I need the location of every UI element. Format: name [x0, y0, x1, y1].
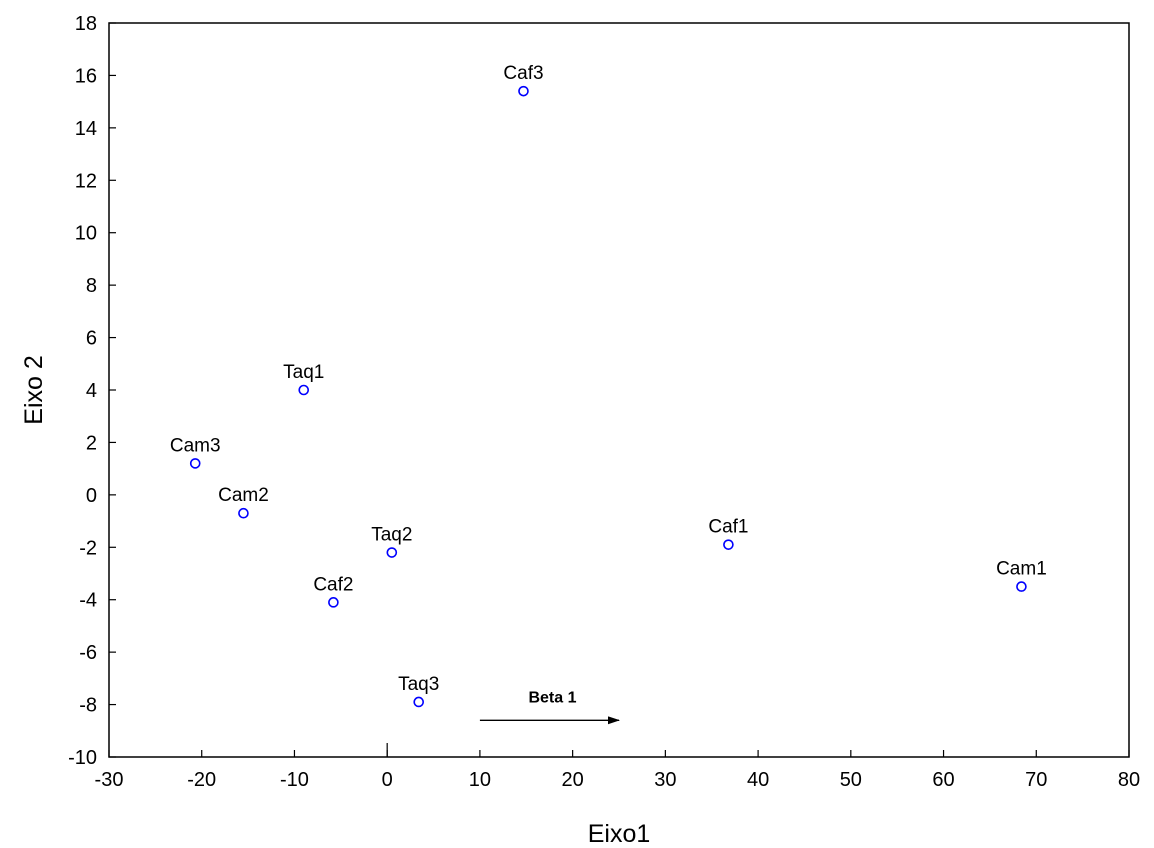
data-point-label: Cam2 — [218, 485, 269, 506]
data-point-marker — [723, 539, 734, 550]
y-tick-label: 0 — [86, 485, 97, 507]
x-tick-label: -20 — [187, 769, 216, 791]
x-tick-label: 0 — [382, 769, 393, 791]
data-point-label: Caf3 — [503, 63, 543, 84]
y-tick-label: 18 — [75, 13, 97, 35]
x-tick-label: 40 — [747, 769, 769, 791]
data-point-marker — [189, 458, 201, 469]
y-tick-label: 10 — [75, 223, 97, 245]
y-axis-ticks: -10 -8 -6 -4 -2 0 2 4 6 8 10 12 14 16 18 — [68, 13, 116, 769]
data-point-label: Taq3 — [398, 674, 439, 695]
x-tick-label: 30 — [654, 769, 676, 791]
annotation-label: Beta 1 — [528, 689, 576, 706]
x-axis-ticks: -30 -20 -10 0 10 20 30 40 50 60 70 80 — [95, 750, 1140, 791]
data-point-label: Taq1 — [283, 362, 324, 383]
y-axis-title: Eixo 2 — [20, 355, 48, 424]
data-point-label: Cam3 — [170, 435, 221, 456]
y-tick-label: -10 — [68, 747, 97, 769]
data-point-label: Caf2 — [313, 574, 353, 595]
y-tick-label: -2 — [79, 537, 97, 559]
x-axis-title: Eixo1 — [588, 820, 651, 848]
data-point-marker — [298, 384, 310, 396]
data-points: Caf3 Taq1 Cam3 Cam2 Taq2 Caf2 Taq3 Caf1 Cam1 — [170, 63, 1047, 708]
x-tick-label: 80 — [1118, 769, 1140, 791]
data-point-label: Caf1 — [708, 517, 748, 538]
annotation: Beta 1 — [479, 689, 620, 725]
x-tick-label: 60 — [932, 769, 954, 791]
data-point-marker — [518, 85, 529, 97]
data-point-marker — [328, 597, 339, 608]
y-tick-label: -6 — [79, 642, 97, 664]
plot-frame — [108, 22, 1130, 758]
x-tick-label: -10 — [280, 769, 309, 791]
y-tick-label: 12 — [75, 170, 97, 192]
x-tick-label: 10 — [469, 769, 491, 791]
y-tick-label: 2 — [86, 432, 97, 454]
data-point-marker — [386, 547, 398, 558]
x-tick-label: 20 — [562, 769, 584, 791]
y-tick-label: 16 — [75, 65, 97, 87]
x-tick-label: 50 — [840, 769, 862, 791]
y-tick-label: 8 — [86, 275, 97, 297]
data-point-label: Cam1 — [996, 559, 1047, 580]
data-point-label: Taq2 — [371, 525, 412, 546]
y-tick-label: 14 — [75, 118, 97, 140]
y-tick-label: -4 — [79, 590, 97, 612]
y-tick-label: -8 — [79, 695, 97, 717]
x-tick-label: -30 — [95, 769, 124, 791]
data-point-marker — [1016, 581, 1027, 592]
y-tick-label: 4 — [86, 380, 97, 402]
data-point-marker — [413, 696, 425, 708]
y-tick-label: 6 — [86, 328, 97, 350]
x-tick-label: 70 — [1025, 769, 1047, 791]
data-point-marker — [238, 507, 249, 519]
